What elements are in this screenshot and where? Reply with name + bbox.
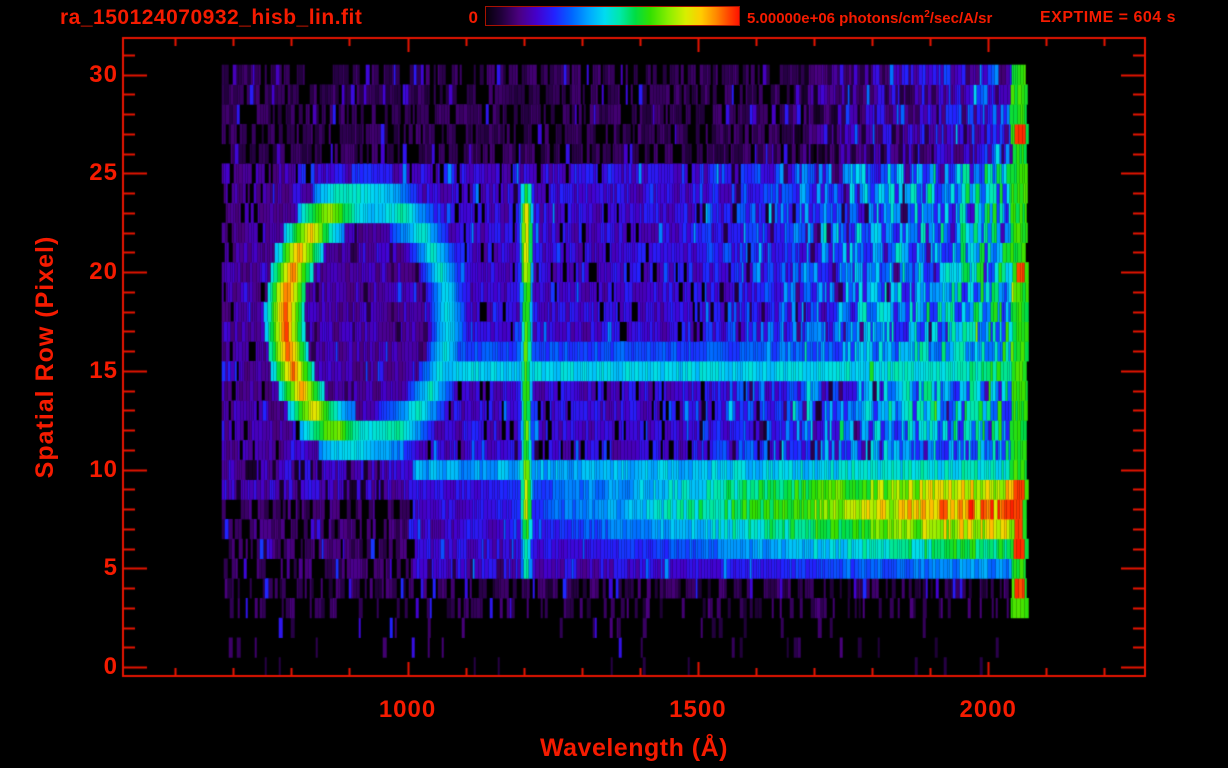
y-tick-label: 25	[89, 159, 118, 187]
colorbar-max-value: 5.00000e+06	[747, 10, 836, 27]
y-tick-label: 10	[89, 455, 118, 483]
y-tick-label: 15	[89, 356, 118, 384]
y-tick-label: 5	[103, 554, 118, 582]
x-tick-label: 1500	[669, 696, 727, 723]
colorbar-units-superscript: 2	[924, 9, 930, 20]
file-title: ra_150124070932_hisb_lin.fit	[60, 6, 363, 29]
y-tick-label: 20	[89, 258, 118, 286]
x-tick-label: 2000	[959, 696, 1017, 723]
y-tick-label: 0	[103, 653, 118, 681]
colorbar-gradient	[485, 6, 740, 26]
exposure-time-label: EXPTIME = 604 s	[1040, 9, 1177, 26]
x-axis-title: Wavelength (Å)	[539, 734, 729, 762]
x-tick-label: 1000	[378, 696, 437, 723]
y-tick-label: 30	[89, 60, 118, 88]
colorbar-min-label: 0	[468, 8, 478, 27]
colorbar-units-suffix: /sec/A/sr	[929, 10, 993, 27]
colorbar-units-prefix: photons/cm	[835, 10, 925, 27]
colorbar-max-label: 5.00000e+06 photons/cm2/sec/A/sr	[747, 9, 992, 27]
